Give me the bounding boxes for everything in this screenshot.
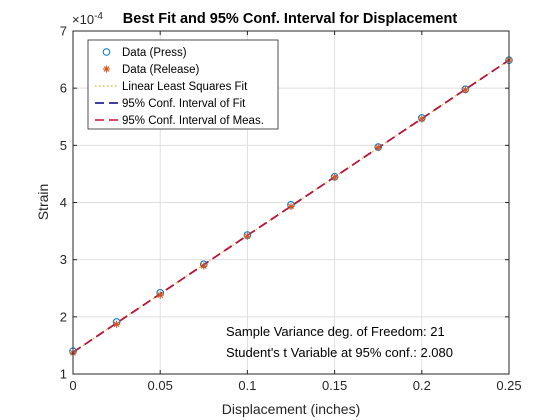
chart-title: Best Fit and 95% Conf. Interval for Disp… (123, 11, 458, 27)
x-tick-label: 0.25 (496, 378, 521, 393)
y-tick-label: 1 (60, 367, 67, 382)
x-tick-label: 0.15 (322, 378, 347, 393)
asterisk-shape (113, 320, 121, 328)
data-point-release (287, 202, 295, 211)
y-tick-label: 5 (60, 138, 67, 153)
x-tick-label: 0.2 (413, 378, 431, 393)
series-layer (69, 56, 513, 357)
legend-label: 95% Conf. Interval of Fit (122, 98, 246, 110)
asterisk-shape (461, 86, 469, 94)
ticks (72, 30, 510, 375)
legend-label: 95% Conf. Interval of Meas. (122, 115, 264, 127)
legend: Data (Press) Data (Release) Linear Least S… (87, 39, 279, 130)
asterisk-shape (243, 232, 251, 240)
annotation-dof: Sample Variance deg. of Freedom: 21 (226, 324, 445, 339)
data-point-release (243, 232, 251, 240)
asterisk-shape (156, 291, 164, 299)
asterisk-shape (331, 173, 339, 181)
x-tick-label: 0 (69, 378, 76, 393)
y-exponent-label: ×10-4 (72, 11, 103, 27)
series-line-95-conf-interval-of-meas (72, 59, 510, 353)
y-tick-label: 7 (60, 24, 67, 39)
asterisk-shape (287, 202, 295, 211)
x-tick-label: 0.05 (148, 378, 173, 393)
tick-labels: 0 0.05 0.1 0.15 0.2 0.25 1 2 3 4 5 6 7 (60, 24, 522, 394)
legend-label: Linear Least Squares Fit (122, 81, 248, 93)
x-tick-label: 0.1 (238, 378, 256, 393)
asterisk-shape (102, 65, 111, 73)
legend-label: Data (Release) (122, 64, 200, 76)
data-point-release (113, 320, 121, 328)
annotation-t-variable: Student's t Variable at 95% conf.: 2.080 (226, 345, 453, 360)
legend-symbol-release (102, 65, 111, 73)
y-tick-label: 4 (60, 195, 67, 210)
data-point-release (200, 262, 208, 270)
data-point-release (461, 86, 469, 94)
y-tick-label: 3 (60, 252, 67, 267)
data-point-release (374, 144, 382, 152)
asterisk-shape (418, 115, 426, 123)
asterisk-shape (200, 262, 208, 270)
y-tick-label: 6 (60, 81, 67, 96)
y-tick-label: 2 (60, 309, 67, 324)
data-point-release (331, 173, 339, 181)
legend-box (87, 39, 279, 130)
legend-label: Data (Press) (122, 47, 187, 59)
y-axis-label: Strain (35, 184, 51, 221)
asterisk-shape (374, 144, 382, 152)
data-point-release (418, 115, 426, 123)
x-axis-label: Displacement (inches) (222, 401, 361, 417)
legend-symbol-press (102, 48, 111, 56)
data-point-release (156, 291, 164, 299)
